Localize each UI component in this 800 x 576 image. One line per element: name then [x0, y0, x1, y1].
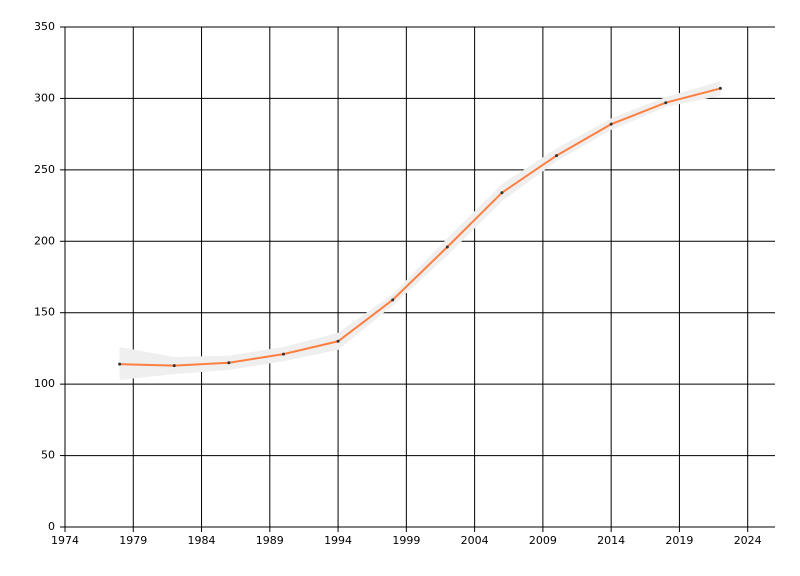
point — [227, 361, 231, 365]
point — [281, 352, 285, 356]
x-tick-label: 2019 — [665, 534, 693, 547]
x-tick-label: 2024 — [734, 534, 762, 547]
y-tick-label: 0 — [48, 520, 55, 533]
y-tick-label: 300 — [34, 91, 55, 104]
point — [391, 298, 395, 302]
y-tick-label: 250 — [34, 163, 55, 176]
x-tick-label: 2009 — [529, 534, 557, 547]
point — [555, 154, 559, 158]
point — [118, 362, 122, 366]
point — [664, 101, 668, 105]
point — [500, 191, 504, 195]
x-tick-label: 1979 — [119, 534, 147, 547]
point — [609, 122, 613, 126]
confidence-band — [119, 81, 721, 380]
x-tick-label: 1994 — [324, 534, 352, 547]
x-tick-label: 1984 — [188, 534, 216, 547]
line — [119, 87, 721, 367]
x-tick-label: 2014 — [597, 534, 625, 547]
point — [336, 339, 340, 343]
point — [172, 364, 176, 368]
point — [718, 86, 722, 90]
y-tick-label: 150 — [34, 306, 55, 319]
point — [445, 245, 449, 249]
x-tick-label: 2004 — [461, 534, 489, 547]
y-tick-label: 50 — [41, 449, 55, 462]
y-tick-label: 200 — [34, 234, 55, 247]
x-tick-label: 1989 — [256, 534, 284, 547]
y-tick-label: 100 — [34, 377, 55, 390]
y-tick-label: 350 — [34, 20, 55, 33]
x-tick-label: 1974 — [51, 534, 79, 547]
x-tick-label: 1999 — [392, 534, 420, 547]
